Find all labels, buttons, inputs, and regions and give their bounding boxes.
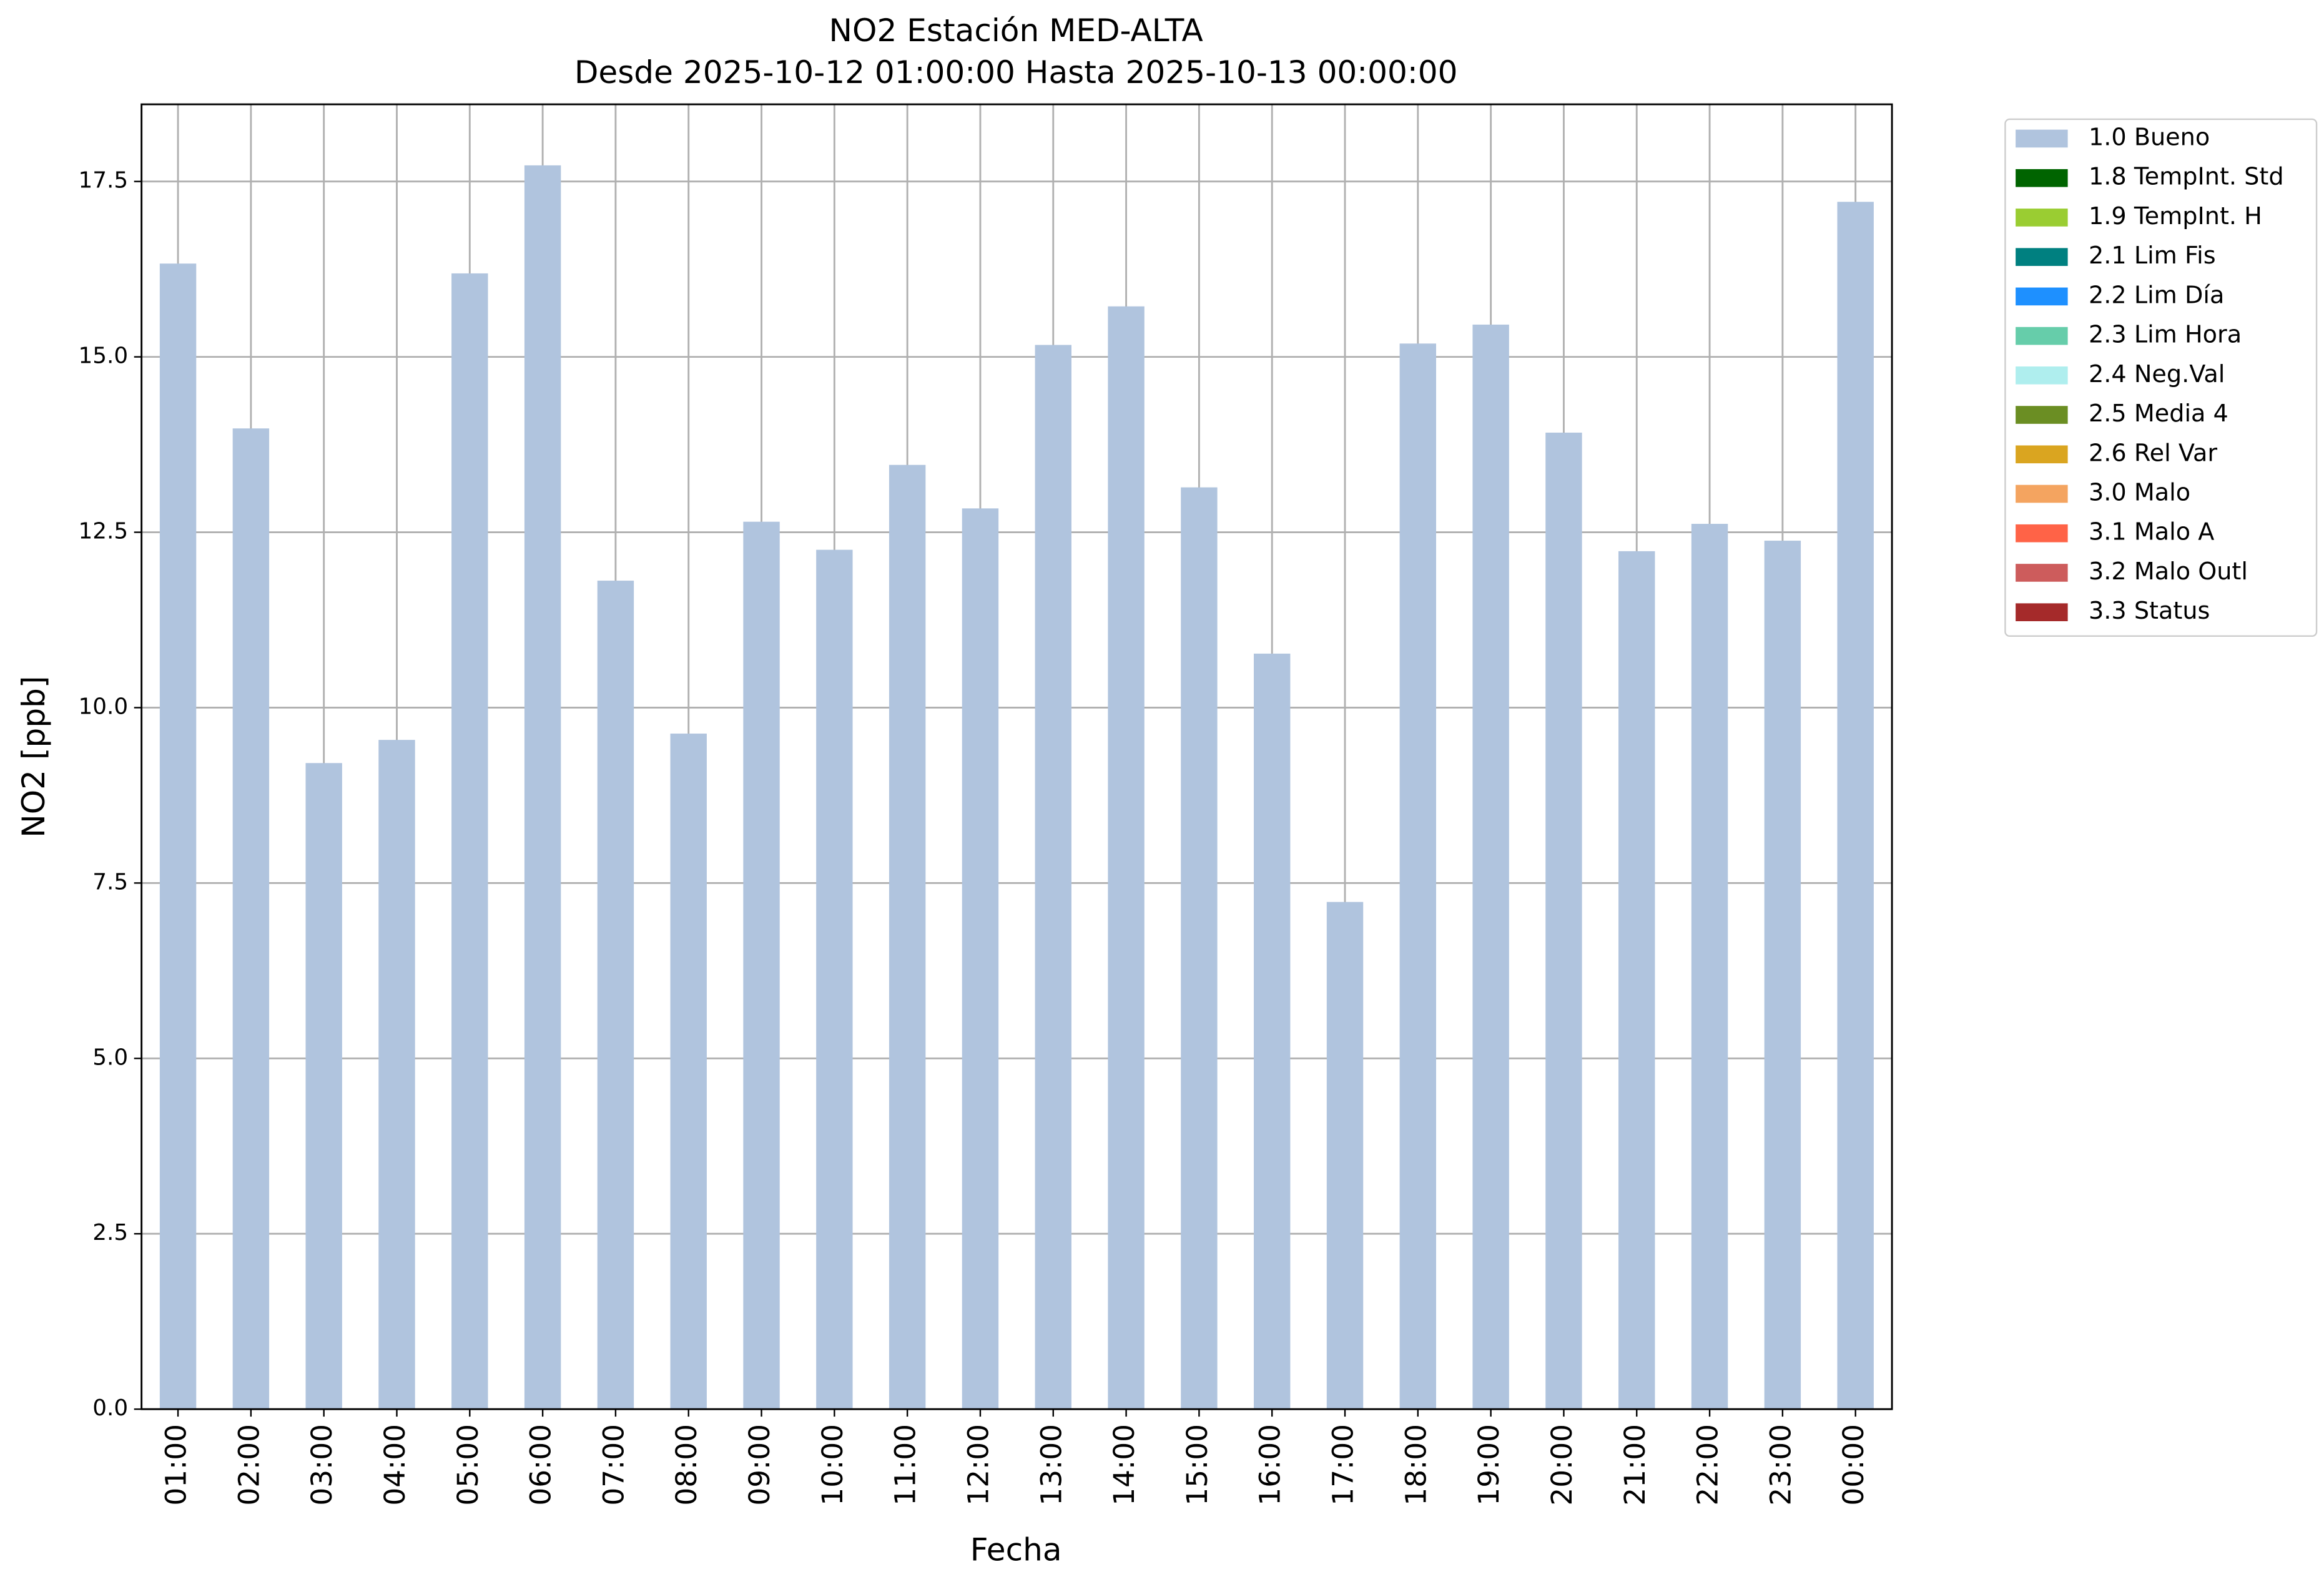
bar — [1181, 487, 1218, 1410]
bar — [1035, 345, 1071, 1410]
bar — [816, 549, 853, 1410]
legend-label: 2.2 Lim Día — [2089, 282, 2224, 309]
x-tick-label: 09:00 — [743, 1424, 776, 1506]
x-tick-label: 07:00 — [597, 1424, 630, 1506]
x-tick-label: 17:00 — [1327, 1424, 1360, 1506]
x-axis-label: Fecha — [970, 1531, 1062, 1568]
bar — [1108, 306, 1145, 1410]
bar — [1691, 524, 1728, 1410]
legend-swatch — [2016, 327, 2068, 345]
legend-label: 3.0 Malo — [2089, 479, 2190, 507]
legend-swatch — [2016, 564, 2068, 582]
x-tick-label: 21:00 — [1618, 1424, 1652, 1506]
x-tick-label: 15:00 — [1181, 1424, 1214, 1506]
x-tick-label: 13:00 — [1035, 1424, 1068, 1506]
x-tick-label: 14:00 — [1108, 1424, 1141, 1506]
bar — [1472, 324, 1509, 1410]
bar — [524, 165, 561, 1410]
x-tick-label: 08:00 — [670, 1424, 703, 1506]
bar — [1618, 551, 1655, 1410]
legend-swatch — [2016, 287, 2068, 306]
legend-swatch — [2016, 129, 2068, 148]
y-tick-label: 5.0 — [92, 1044, 128, 1070]
x-tick-label: 06:00 — [524, 1424, 558, 1506]
bar — [597, 581, 634, 1410]
x-tick-label: 20:00 — [1545, 1424, 1578, 1506]
bar — [1326, 902, 1364, 1410]
x-tick-label: 04:00 — [378, 1424, 411, 1506]
chart-title: NO2 Estación MED-ALTA — [829, 12, 1203, 49]
legend-label: 1.9 TempInt. H — [2089, 203, 2262, 230]
x-tick-label: 18:00 — [1399, 1424, 1432, 1506]
legend-frame — [2004, 118, 2318, 637]
bar — [1399, 343, 1437, 1410]
legend-label: 2.3 Lim Hora — [2089, 322, 2242, 349]
legend-swatch — [2016, 209, 2068, 227]
bar — [1764, 541, 1801, 1410]
y-tick-label: 17.5 — [79, 168, 129, 194]
x-tick-label: 02:00 — [232, 1424, 265, 1506]
x-tick-label: 01:00 — [160, 1424, 193, 1506]
legend-swatch — [2016, 524, 2068, 543]
x-tick-label: 03:00 — [305, 1424, 338, 1506]
legend-swatch — [2016, 603, 2068, 622]
legend-label: 3.3 Status — [2089, 597, 2210, 625]
legend-label: 1.0 Bueno — [2089, 124, 2210, 151]
legend-swatch — [2016, 445, 2068, 464]
y-tick-label: 0.0 — [92, 1395, 128, 1421]
bar — [743, 521, 780, 1410]
x-tick-label: 00:00 — [1837, 1424, 1870, 1506]
legend-swatch — [2016, 366, 2068, 385]
bar — [451, 273, 488, 1410]
bar — [232, 428, 270, 1410]
x-tick-label: 19:00 — [1472, 1424, 1505, 1506]
bar — [889, 464, 926, 1410]
legend-swatch — [2016, 406, 2068, 424]
legend-swatch — [2016, 248, 2068, 266]
legend-swatch — [2016, 484, 2068, 503]
bar — [1545, 432, 1582, 1410]
y-tick-label: 10.0 — [79, 694, 129, 719]
y-tick-label: 7.5 — [92, 869, 128, 895]
x-tick-label: 23:00 — [1764, 1424, 1797, 1506]
plot-frame — [140, 103, 1893, 1410]
y-tick-label: 12.5 — [79, 519, 129, 544]
ticks: 0.0 2.5 5.0 7.5 10.0 12.5 15.0 17.5 01:00 02:00 03… — [79, 168, 1871, 1506]
legend-label: 1.8 TempInt. Std — [2089, 164, 2284, 191]
y-tick-label: 2.5 — [92, 1220, 128, 1245]
chart-subtitle: Desde 2025-10-12 01:00:00 Hasta 2025-10-… — [574, 54, 1458, 91]
x-tick-label: 12:00 — [962, 1424, 995, 1506]
legend-label: 3.1 Malo A — [2089, 519, 2214, 546]
y-axis-label: NO2 [ppb] — [15, 676, 52, 838]
legend-swatch — [2016, 169, 2068, 187]
x-tick-label: 11:00 — [889, 1424, 922, 1506]
x-tick-label: 05:00 — [451, 1424, 485, 1506]
bar — [1837, 202, 1874, 1410]
bar — [305, 763, 342, 1410]
bar — [378, 740, 415, 1410]
legend-label: 2.6 Rel Var — [2089, 440, 2217, 467]
legend-label: 2.5 Media 4 — [2089, 400, 2228, 428]
bar — [1254, 653, 1291, 1410]
legend-label: 2.1 Lim Fis — [2089, 242, 2216, 270]
legend-label: 2.4 Neg.Val — [2089, 361, 2225, 388]
bars — [159, 165, 1874, 1410]
x-tick-label: 16:00 — [1254, 1424, 1287, 1506]
legend-label: 3.2 Malo Outl — [2089, 558, 2248, 586]
bar — [670, 734, 707, 1410]
x-tick-label: 10:00 — [816, 1424, 849, 1506]
legend: 1.0 Bueno 1.8 TempInt. Std 1.9 TempInt. H 2… — [2016, 124, 2284, 625]
x-tick-label: 22:00 — [1691, 1424, 1725, 1506]
y-tick-label: 15.0 — [79, 343, 129, 369]
bar — [159, 263, 197, 1410]
bar — [962, 508, 999, 1410]
